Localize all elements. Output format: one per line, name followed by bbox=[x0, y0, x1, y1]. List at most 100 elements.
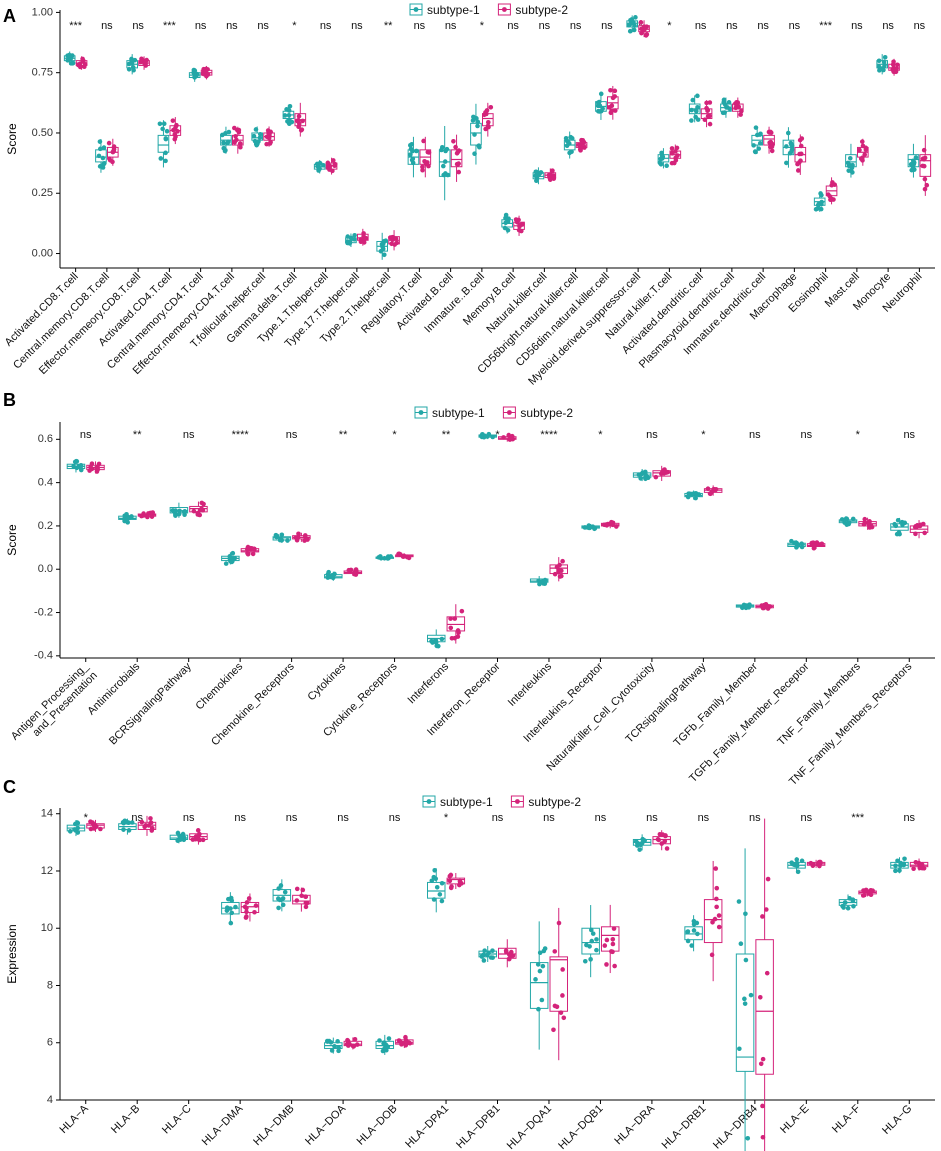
data-point bbox=[862, 152, 868, 157]
data-point bbox=[738, 112, 743, 117]
data-point bbox=[181, 509, 187, 515]
data-point bbox=[714, 896, 719, 902]
data-point bbox=[610, 936, 616, 942]
data-point bbox=[330, 158, 336, 163]
data-point bbox=[163, 158, 168, 164]
data-point bbox=[381, 1040, 387, 1045]
data-point bbox=[902, 856, 907, 862]
data-point bbox=[578, 148, 583, 153]
data-point bbox=[503, 212, 509, 218]
box-2 bbox=[240, 893, 260, 922]
data-point bbox=[589, 927, 594, 933]
data-point bbox=[540, 963, 546, 969]
data-point bbox=[631, 20, 636, 25]
data-point bbox=[669, 146, 675, 151]
data-point bbox=[707, 491, 713, 496]
box-1 bbox=[813, 191, 826, 212]
data-point bbox=[921, 865, 927, 871]
data-point bbox=[276, 905, 281, 911]
data-point bbox=[459, 608, 465, 614]
x-tick-label: HLA−E bbox=[778, 1103, 811, 1136]
data-point bbox=[475, 119, 481, 125]
data-point bbox=[106, 140, 112, 146]
data-point bbox=[321, 163, 326, 168]
data-point bbox=[157, 121, 163, 127]
data-point bbox=[506, 952, 512, 957]
data-point bbox=[792, 540, 798, 546]
data-point bbox=[234, 137, 239, 143]
data-point bbox=[799, 858, 805, 864]
box-1 bbox=[219, 126, 232, 154]
data-point bbox=[842, 900, 848, 905]
data-point bbox=[689, 943, 695, 948]
significance-label: * bbox=[392, 429, 397, 441]
box-2 bbox=[549, 907, 568, 1061]
data-point bbox=[607, 104, 612, 110]
significance-label: ns bbox=[543, 812, 555, 824]
box-body bbox=[755, 939, 774, 1075]
data-point bbox=[332, 161, 338, 167]
box-1 bbox=[478, 945, 497, 963]
box-2 bbox=[138, 56, 150, 70]
data-point bbox=[843, 516, 849, 521]
box-2 bbox=[325, 157, 338, 175]
data-point bbox=[900, 522, 905, 528]
data-point bbox=[295, 118, 301, 123]
data-point bbox=[922, 155, 928, 161]
box-1 bbox=[66, 820, 86, 837]
data-point bbox=[205, 67, 210, 72]
data-point bbox=[795, 161, 800, 167]
data-point bbox=[448, 616, 453, 621]
data-point bbox=[146, 511, 151, 516]
data-point bbox=[639, 30, 644, 36]
box-1 bbox=[501, 212, 513, 234]
box-1 bbox=[735, 848, 755, 1151]
box-1 bbox=[470, 103, 482, 165]
data-point bbox=[868, 887, 874, 893]
data-point bbox=[588, 957, 593, 962]
significance-label: ns bbox=[195, 20, 207, 32]
data-point bbox=[798, 143, 804, 149]
box-1 bbox=[720, 97, 732, 118]
data-point bbox=[279, 537, 285, 543]
data-point bbox=[282, 113, 288, 118]
data-point bbox=[244, 900, 250, 905]
data-point bbox=[754, 132, 760, 138]
y-tick-label: 0.6 bbox=[38, 433, 53, 445]
box-2 bbox=[137, 815, 157, 836]
data-point bbox=[226, 896, 231, 902]
data-point bbox=[180, 833, 186, 839]
significance-label: ns bbox=[757, 20, 769, 32]
data-point bbox=[857, 147, 862, 153]
data-point bbox=[637, 847, 642, 852]
data-point bbox=[794, 545, 799, 550]
data-point bbox=[352, 569, 358, 575]
data-point bbox=[224, 908, 230, 913]
data-point bbox=[832, 182, 837, 187]
box-body bbox=[240, 901, 260, 913]
data-point bbox=[175, 838, 181, 843]
data-point bbox=[862, 520, 868, 525]
box-1 bbox=[169, 502, 189, 518]
data-point bbox=[758, 1061, 764, 1067]
box-1 bbox=[272, 532, 292, 543]
data-point bbox=[689, 107, 694, 113]
data-point bbox=[75, 830, 81, 835]
data-point bbox=[503, 220, 508, 226]
data-point bbox=[414, 148, 419, 154]
significance-label: ** bbox=[133, 429, 142, 441]
box-2 bbox=[600, 904, 620, 974]
data-point bbox=[539, 997, 545, 1003]
data-point bbox=[237, 141, 243, 146]
data-point bbox=[659, 841, 665, 846]
significance-label: *** bbox=[163, 20, 177, 32]
data-point bbox=[317, 160, 323, 166]
legend-key-dot bbox=[502, 7, 507, 12]
significance-label: ns bbox=[337, 812, 349, 824]
data-point bbox=[173, 508, 178, 513]
box-2 bbox=[755, 818, 774, 1151]
data-point bbox=[769, 144, 775, 149]
box-1 bbox=[375, 1034, 395, 1055]
data-point bbox=[245, 551, 251, 557]
data-point bbox=[610, 949, 615, 955]
